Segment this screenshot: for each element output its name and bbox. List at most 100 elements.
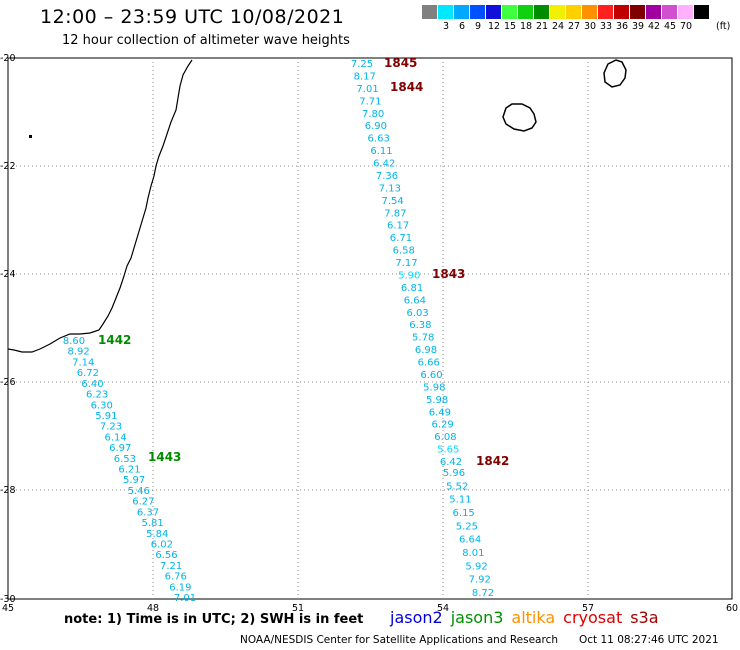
time-labels: 1845 1844 1843 1842 1442 1443	[98, 56, 509, 468]
swh-value: 5.98	[426, 395, 448, 406]
lat-label: -24	[0, 269, 16, 280]
legend-swatch	[550, 5, 566, 19]
swh-value: 7.36	[376, 171, 398, 182]
legend-labels: 3 6 9 12 15 18 21 24 27 30 33 36 39 42 45 70	[422, 19, 710, 32]
pass-time-label: 1442	[98, 333, 131, 347]
swh-value: 5.90	[398, 270, 420, 281]
swh-value: 6.98	[415, 345, 437, 356]
swh-value: 6.03	[406, 308, 428, 319]
lat-label: -22	[0, 161, 16, 172]
reunion-island	[502, 103, 537, 132]
islet	[29, 135, 32, 138]
swh-value: 6.40	[81, 379, 103, 390]
lat-lon-grid	[8, 58, 732, 599]
satellite-name: s3a	[630, 608, 659, 627]
swh-value: 7.17	[395, 258, 417, 269]
legend-swatch	[694, 5, 710, 19]
lat-label: -26	[0, 377, 16, 388]
legend-swatch	[582, 5, 598, 19]
swh-value: 6.76	[165, 572, 187, 583]
swh-value: 8.92	[67, 347, 89, 358]
legend-swatch	[646, 5, 662, 19]
swh-value: 7.21	[160, 561, 182, 572]
swh-value: 8.60	[63, 336, 85, 347]
swh-value: 5.81	[141, 518, 163, 529]
swh-value: 6.11	[370, 146, 392, 157]
swh-value: 6.97	[109, 443, 131, 454]
legend-label: 39	[631, 21, 645, 32]
swh-value: 7.71	[359, 96, 381, 107]
swh-value: 7.80	[362, 109, 384, 120]
swh-value: 5.11	[449, 495, 471, 506]
legend-label: 15	[503, 21, 517, 32]
madagascar-coastline	[7, 59, 193, 353]
legend-swatch	[502, 5, 518, 19]
legend-swatch	[438, 5, 454, 19]
legend-swatch	[614, 5, 630, 19]
lon-label: 54	[437, 603, 449, 614]
swh-value: 5.97	[123, 475, 145, 486]
swh-value: 5.84	[146, 529, 168, 540]
swh-value: 6.60	[420, 370, 442, 381]
swh-value: 6.90	[365, 121, 387, 132]
legend-swatch	[422, 5, 438, 19]
satellite-name: jason2	[390, 608, 443, 627]
swh-value: 7.25	[351, 59, 373, 70]
track-values: 8.608.927.146.726.406.236.305.917.236.14…	[63, 59, 494, 604]
legend-label: 6	[458, 21, 466, 32]
swh-value: 6.63	[368, 134, 390, 145]
credit-text: NOAA/NESDIS Center for Satellite Applica…	[240, 634, 558, 646]
swh-value: 8.17	[354, 71, 376, 82]
swh-value: 5.52	[446, 481, 468, 492]
mauritius-island	[603, 59, 627, 88]
swh-value: 6.27	[132, 497, 154, 508]
swh-value: 6.17	[387, 221, 409, 232]
legend-label: 70	[679, 21, 693, 32]
swh-value: 6.71	[390, 233, 412, 244]
lon-label: 51	[292, 603, 304, 614]
legend-swatch	[566, 5, 582, 19]
lat-label: -20	[0, 53, 16, 64]
swh-value: 7.87	[384, 208, 406, 219]
legend-swatch	[534, 5, 550, 19]
satellite-name: altika	[511, 608, 556, 627]
swh-value: 6.42	[373, 159, 395, 170]
legend-label: 18	[519, 21, 533, 32]
legend-label: 9	[474, 21, 482, 32]
swh-value: 6.53	[114, 454, 136, 465]
swh-value: 6.29	[432, 420, 454, 431]
swh-value: 7.01	[174, 593, 196, 604]
legend-swatch	[518, 5, 534, 19]
swh-value: 6.64	[459, 535, 481, 546]
pass-time-label: 1844	[390, 80, 423, 94]
legend-unit: (ft)	[716, 21, 731, 32]
legend-label: 24	[551, 21, 565, 32]
swh-value: 6.58	[393, 246, 415, 257]
legend-swatch	[454, 5, 470, 19]
swh-value: 6.37	[137, 507, 159, 518]
swh-value: 5.46	[128, 486, 150, 497]
swh-value: 6.30	[91, 400, 113, 411]
swh-value: 5.91	[95, 411, 117, 422]
swh-value: 6.19	[169, 582, 191, 593]
legend-swatch	[486, 5, 502, 19]
pass-time-label: 1843	[432, 267, 465, 281]
swh-value: 5.92	[465, 561, 487, 572]
swh-value: 6.56	[155, 550, 177, 561]
map-frame	[7, 57, 733, 600]
chart-subtitle: 12 hour collection of altimeter wave hei…	[62, 33, 350, 48]
lat-label: -28	[0, 485, 16, 496]
swh-value: 7.92	[469, 575, 491, 586]
lon-label: 57	[582, 603, 594, 614]
footnote: note: 1) Time is in UTC; 2) SWH is in fe…	[64, 612, 364, 627]
generated-timestamp: Oct 11 08:27:46 UTC 2021	[579, 634, 719, 646]
axis-labels: 45 48 51 54 57 60 -20 -22 -24 -26 -28 -30	[0, 53, 738, 614]
legend-swatch	[678, 5, 694, 19]
swh-value: 5.25	[456, 521, 478, 532]
swh-value: 8.01	[462, 548, 484, 559]
legend-label: 12	[487, 21, 501, 32]
swh-value: 7.14	[72, 357, 94, 368]
legend-label: 33	[599, 21, 613, 32]
swh-value: 7.13	[379, 183, 401, 194]
